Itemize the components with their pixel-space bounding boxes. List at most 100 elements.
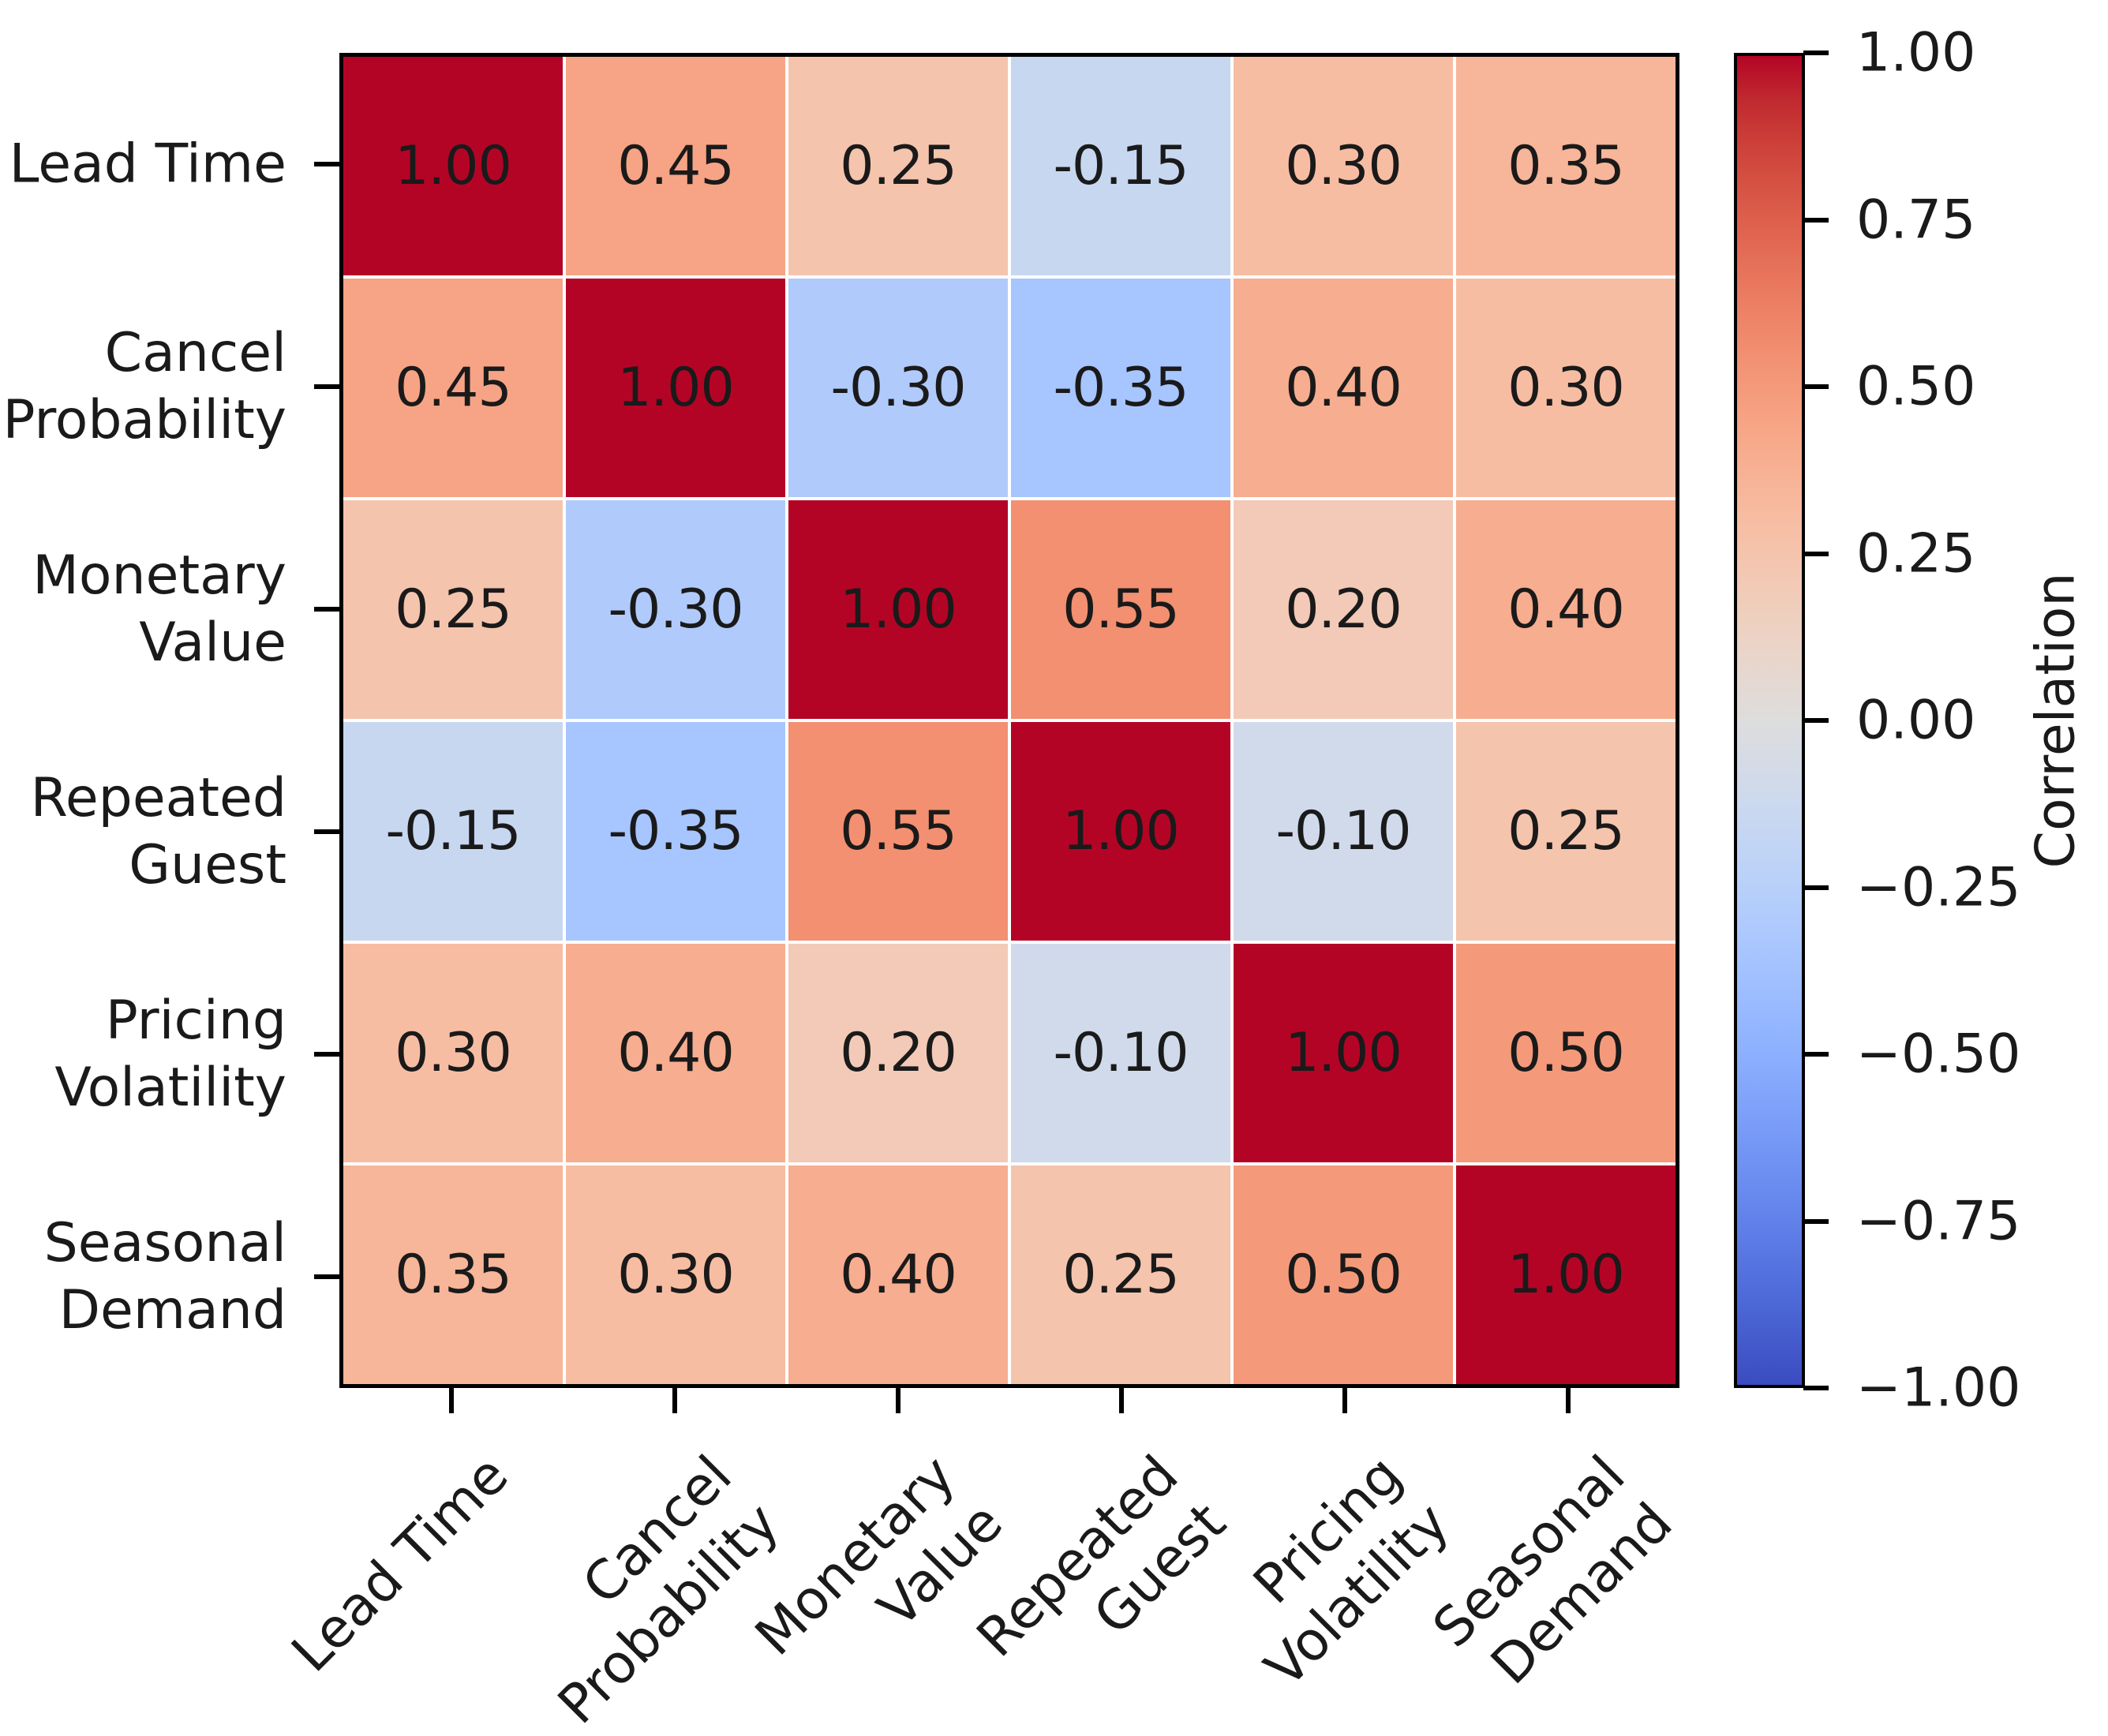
cell-value: -0.35 bbox=[1053, 357, 1189, 419]
heatmap-cell-r5c5: 1.00 bbox=[1456, 1165, 1676, 1384]
colorbar-gradient bbox=[1737, 56, 1802, 1385]
colorbar-tick-mark bbox=[1803, 1052, 1829, 1057]
colorbar-tick-label: −0.50 bbox=[1856, 1023, 2021, 1086]
x-tick-label: Seasonal Demand bbox=[1421, 1444, 1685, 1697]
cell-value: 0.35 bbox=[395, 1244, 511, 1306]
y-tick-mark bbox=[314, 1274, 339, 1279]
heatmap-cell-r1c3: -0.35 bbox=[1011, 279, 1230, 497]
heatmap-cell-r5c2: 0.40 bbox=[788, 1165, 1008, 1384]
cell-value: 0.50 bbox=[1507, 1022, 1624, 1084]
heatmap-cell-r0c1: 0.45 bbox=[566, 57, 785, 275]
cell-value: 0.55 bbox=[1062, 578, 1179, 641]
heatmap-cell-r1c2: -0.30 bbox=[788, 279, 1008, 497]
colorbar-tick-label: 1.00 bbox=[1856, 21, 1976, 84]
heatmap-cell-r3c0: -0.15 bbox=[343, 722, 563, 941]
colorbar-tick-label: 0.25 bbox=[1856, 522, 1976, 585]
heatmap-cell-r2c0: 0.25 bbox=[343, 500, 563, 719]
colorbar-tick-label: 0.75 bbox=[1856, 189, 1976, 251]
cell-value: -0.30 bbox=[830, 357, 967, 419]
cell-value: -0.10 bbox=[1275, 800, 1412, 862]
heatmap-cell-r5c1: 0.30 bbox=[566, 1165, 785, 1384]
heatmap-cell-r5c0: 0.35 bbox=[343, 1165, 563, 1384]
heatmap-cell-r3c1: -0.35 bbox=[566, 722, 785, 941]
cell-value: -0.10 bbox=[1053, 1022, 1189, 1084]
colorbar-tick-mark bbox=[1803, 718, 1829, 723]
cell-value: 1.00 bbox=[1285, 1022, 1402, 1084]
heatmap-cell-r3c5: 0.25 bbox=[1456, 722, 1676, 941]
cell-value: -0.15 bbox=[385, 800, 522, 862]
y-tick-label: Monetary Value bbox=[32, 544, 286, 674]
cell-value: 1.00 bbox=[1062, 800, 1179, 862]
heatmap-cell-r5c3: 0.25 bbox=[1011, 1165, 1230, 1384]
colorbar-tick-mark bbox=[1803, 384, 1829, 389]
cell-value: -0.30 bbox=[608, 578, 744, 641]
y-tick-mark bbox=[314, 384, 339, 389]
x-tick-mark bbox=[1565, 1388, 1571, 1413]
cell-value: 0.40 bbox=[1507, 578, 1624, 641]
x-tick-mark bbox=[895, 1388, 900, 1413]
heatmap-cell-r3c3: 1.00 bbox=[1011, 722, 1230, 941]
cell-value: 0.45 bbox=[617, 135, 734, 197]
cell-value: 1.00 bbox=[840, 578, 957, 641]
cell-value: 0.25 bbox=[1062, 1244, 1179, 1306]
heatmap-cell-r0c0: 1.00 bbox=[343, 57, 563, 275]
y-tick-mark bbox=[314, 829, 339, 834]
heatmap-cell-r2c2: 1.00 bbox=[788, 500, 1008, 719]
y-tick-label: Repeated Guest bbox=[30, 767, 286, 896]
cell-value: 0.45 bbox=[395, 357, 511, 419]
heatmap-cell-r3c2: 0.55 bbox=[788, 722, 1008, 941]
heatmap-cell-r2c4: 0.20 bbox=[1234, 500, 1453, 719]
heatmap-cell-r4c1: 0.40 bbox=[566, 944, 785, 1162]
cell-value: 0.25 bbox=[395, 578, 511, 641]
heatmap-cell-r4c3: -0.10 bbox=[1011, 944, 1230, 1162]
colorbar-tick-label: −0.25 bbox=[1856, 856, 2021, 919]
colorbar-tick-label: −1.00 bbox=[1856, 1356, 2021, 1420]
colorbar-tick-label: 0.00 bbox=[1856, 689, 1976, 752]
cell-value: 0.30 bbox=[1507, 357, 1624, 419]
cell-value: 0.20 bbox=[1285, 578, 1402, 641]
cell-value: 0.55 bbox=[840, 800, 957, 862]
colorbar-tick-mark bbox=[1803, 551, 1829, 556]
colorbar-tick-label: −0.75 bbox=[1856, 1190, 2021, 1252]
colorbar-tick-mark bbox=[1803, 1386, 1829, 1390]
heatmap-cell-r0c3: -0.15 bbox=[1011, 57, 1230, 275]
colorbar-tick-mark bbox=[1803, 217, 1829, 223]
heatmap-cell-r4c5: 0.50 bbox=[1456, 944, 1676, 1162]
cell-value: 0.35 bbox=[1507, 135, 1624, 197]
y-tick-mark bbox=[314, 162, 339, 166]
heatmap-cell-r1c1: 1.00 bbox=[566, 279, 785, 497]
colorbar-axis-label: Correlation bbox=[2024, 572, 2087, 869]
cell-value: 0.30 bbox=[1285, 135, 1402, 197]
cell-value: 1.00 bbox=[1507, 1244, 1624, 1306]
cell-value: 1.00 bbox=[395, 135, 511, 197]
cell-value: 1.00 bbox=[617, 357, 734, 419]
heatmap-cell-r0c4: 0.30 bbox=[1234, 57, 1453, 275]
x-tick-label: Lead Time bbox=[280, 1444, 521, 1685]
x-tick-label: Monetary Value bbox=[743, 1444, 1015, 1668]
y-tick-label: Lead Time bbox=[9, 133, 286, 196]
y-tick-label: Cancel Probability bbox=[2, 322, 286, 451]
cell-value: -0.15 bbox=[1053, 135, 1189, 197]
cell-value: 0.30 bbox=[395, 1022, 511, 1084]
x-tick-mark bbox=[448, 1388, 454, 1413]
x-tick-mark bbox=[1118, 1388, 1124, 1413]
x-tick-mark bbox=[1342, 1388, 1347, 1413]
cell-value: 0.40 bbox=[617, 1022, 734, 1084]
x-tick-label: Repeated Guest bbox=[965, 1444, 1238, 1670]
cell-value: 0.40 bbox=[840, 1244, 957, 1306]
heatmap-cell-r3c4: -0.10 bbox=[1234, 722, 1453, 941]
cell-value: 0.50 bbox=[1285, 1244, 1402, 1306]
cell-value: 0.30 bbox=[617, 1244, 734, 1306]
colorbar-tick-mark bbox=[1803, 1218, 1829, 1224]
heatmap-cell-r1c0: 0.45 bbox=[343, 279, 563, 497]
heatmap-cell-r2c3: 0.55 bbox=[1011, 500, 1230, 719]
cell-value: 0.40 bbox=[1285, 357, 1402, 419]
cell-value: -0.35 bbox=[608, 800, 744, 862]
cell-value: 0.20 bbox=[840, 1022, 957, 1084]
heatmap-cell-r1c5: 0.30 bbox=[1456, 279, 1676, 497]
y-tick-mark bbox=[314, 607, 339, 612]
y-tick-label: Pricing Volatility bbox=[54, 990, 286, 1119]
heatmap-cell-r5c4: 0.50 bbox=[1234, 1165, 1453, 1384]
cell-value: 0.25 bbox=[840, 135, 957, 197]
